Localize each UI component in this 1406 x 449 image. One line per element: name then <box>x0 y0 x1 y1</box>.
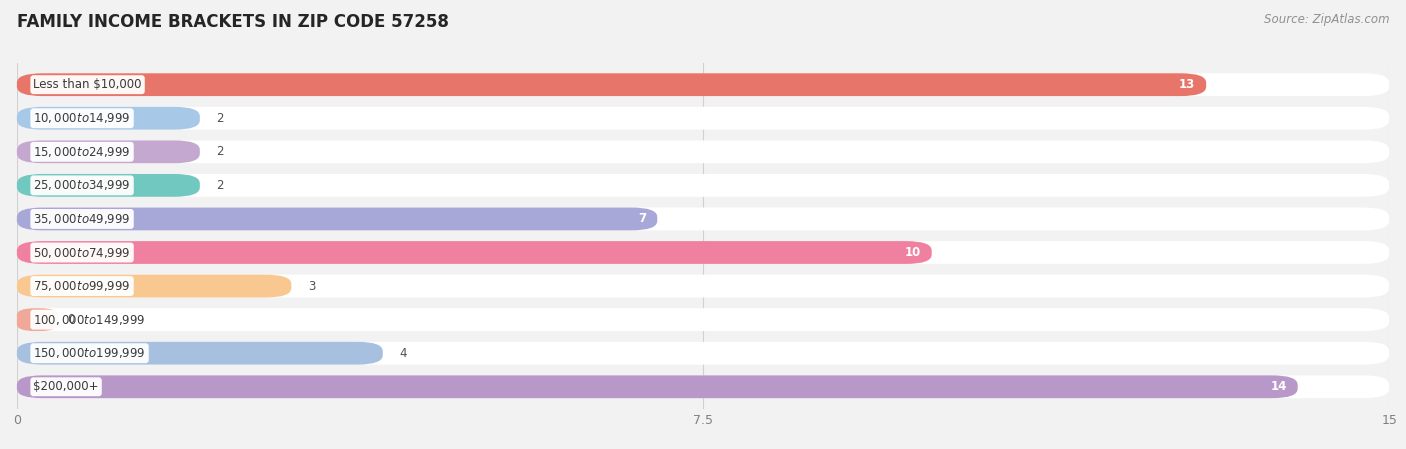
FancyBboxPatch shape <box>17 174 200 197</box>
FancyBboxPatch shape <box>17 207 657 230</box>
Text: $100,000 to $149,999: $100,000 to $149,999 <box>34 313 146 326</box>
FancyBboxPatch shape <box>17 375 1298 398</box>
Text: Source: ZipAtlas.com: Source: ZipAtlas.com <box>1264 13 1389 26</box>
Text: 2: 2 <box>217 145 224 158</box>
Text: $50,000 to $74,999: $50,000 to $74,999 <box>34 246 131 260</box>
Text: FAMILY INCOME BRACKETS IN ZIP CODE 57258: FAMILY INCOME BRACKETS IN ZIP CODE 57258 <box>17 13 449 31</box>
Text: $150,000 to $199,999: $150,000 to $199,999 <box>34 346 146 360</box>
Text: $10,000 to $14,999: $10,000 to $14,999 <box>34 111 131 125</box>
Text: $25,000 to $34,999: $25,000 to $34,999 <box>34 178 131 192</box>
Text: $200,000+: $200,000+ <box>34 380 98 393</box>
Text: 3: 3 <box>308 280 315 293</box>
FancyBboxPatch shape <box>17 375 1389 398</box>
Text: 10: 10 <box>904 246 921 259</box>
FancyBboxPatch shape <box>17 207 1389 230</box>
Text: Less than $10,000: Less than $10,000 <box>34 78 142 91</box>
FancyBboxPatch shape <box>17 308 1389 331</box>
Text: 2: 2 <box>217 112 224 125</box>
FancyBboxPatch shape <box>17 342 382 365</box>
Text: $15,000 to $24,999: $15,000 to $24,999 <box>34 145 131 159</box>
FancyBboxPatch shape <box>17 174 1389 197</box>
FancyBboxPatch shape <box>17 73 1206 96</box>
Text: 0: 0 <box>67 313 75 326</box>
FancyBboxPatch shape <box>17 275 1389 298</box>
Text: $35,000 to $49,999: $35,000 to $49,999 <box>34 212 131 226</box>
FancyBboxPatch shape <box>17 141 1389 163</box>
Text: 2: 2 <box>217 179 224 192</box>
FancyBboxPatch shape <box>17 275 291 298</box>
FancyBboxPatch shape <box>17 73 1389 96</box>
FancyBboxPatch shape <box>17 241 1389 264</box>
Text: 14: 14 <box>1270 380 1286 393</box>
Text: $75,000 to $99,999: $75,000 to $99,999 <box>34 279 131 293</box>
FancyBboxPatch shape <box>17 342 1389 365</box>
FancyBboxPatch shape <box>17 107 1389 130</box>
Text: 4: 4 <box>399 347 406 360</box>
Text: 13: 13 <box>1180 78 1195 91</box>
FancyBboxPatch shape <box>17 241 932 264</box>
FancyBboxPatch shape <box>17 107 200 130</box>
Text: 7: 7 <box>638 212 647 225</box>
FancyBboxPatch shape <box>17 141 200 163</box>
FancyBboxPatch shape <box>17 308 58 331</box>
